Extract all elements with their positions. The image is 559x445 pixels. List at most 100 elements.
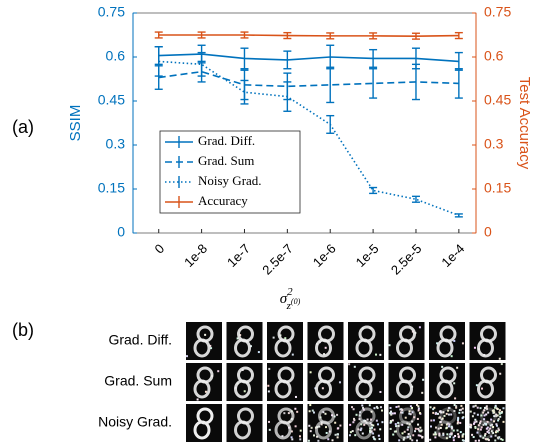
noise bbox=[412, 434, 414, 436]
noise bbox=[458, 435, 460, 437]
noise bbox=[205, 391, 207, 393]
noise bbox=[269, 429, 271, 431]
noise bbox=[448, 414, 450, 416]
noise bbox=[417, 428, 419, 430]
noise bbox=[451, 355, 453, 357]
noise bbox=[405, 417, 407, 419]
noise bbox=[300, 430, 302, 432]
noise bbox=[398, 405, 400, 407]
noise bbox=[325, 347, 327, 349]
noise bbox=[378, 435, 380, 437]
series-line bbox=[159, 35, 459, 36]
noise bbox=[474, 419, 476, 421]
noise bbox=[430, 425, 432, 427]
noise bbox=[299, 435, 301, 437]
noise bbox=[500, 438, 502, 440]
noise bbox=[430, 406, 432, 408]
noise bbox=[437, 413, 439, 415]
noise bbox=[354, 434, 356, 436]
noise bbox=[354, 366, 356, 368]
x-tick-label: 0 bbox=[152, 241, 168, 257]
noise bbox=[353, 418, 355, 420]
noise bbox=[435, 413, 437, 415]
noise bbox=[417, 418, 419, 420]
y2-tick-label: 0.3 bbox=[484, 136, 504, 152]
noise bbox=[402, 432, 404, 434]
noise bbox=[415, 428, 417, 430]
noise bbox=[501, 412, 503, 414]
noise bbox=[390, 428, 392, 430]
noise bbox=[407, 429, 409, 431]
row-label: Grad. Diff. bbox=[108, 332, 172, 348]
noise bbox=[373, 407, 375, 409]
noise bbox=[462, 436, 464, 438]
noise bbox=[325, 426, 327, 428]
noise bbox=[375, 354, 377, 356]
noise bbox=[339, 425, 341, 427]
noise bbox=[462, 439, 464, 441]
noise bbox=[480, 429, 482, 431]
x-label-subsup: (0) bbox=[291, 297, 301, 306]
noise bbox=[394, 412, 396, 414]
noise bbox=[421, 429, 423, 431]
noise bbox=[429, 439, 431, 441]
noise bbox=[458, 412, 460, 414]
noise bbox=[454, 435, 456, 437]
noise bbox=[390, 407, 392, 409]
noise bbox=[360, 428, 362, 430]
noise bbox=[361, 404, 363, 406]
noise bbox=[442, 434, 444, 436]
noise bbox=[407, 426, 409, 428]
noise bbox=[422, 379, 424, 381]
noise bbox=[470, 424, 472, 426]
noise bbox=[337, 433, 339, 435]
error-bar bbox=[369, 188, 377, 194]
noise bbox=[457, 422, 459, 424]
noise bbox=[313, 434, 315, 436]
noise bbox=[268, 390, 270, 392]
noise bbox=[417, 424, 419, 426]
noise bbox=[473, 436, 475, 438]
noise bbox=[443, 415, 445, 417]
noise bbox=[317, 440, 319, 442]
noise bbox=[295, 396, 297, 398]
noise bbox=[392, 434, 394, 436]
noise bbox=[268, 368, 270, 370]
y2-tick-label: 0.15 bbox=[484, 180, 511, 196]
noise bbox=[494, 439, 496, 441]
row-label: Noisy Grad. bbox=[98, 414, 172, 430]
noise bbox=[395, 423, 397, 425]
noise bbox=[419, 427, 421, 429]
noise bbox=[399, 408, 401, 410]
noise bbox=[474, 421, 476, 423]
noise bbox=[419, 412, 421, 414]
noise bbox=[499, 358, 501, 360]
noise bbox=[470, 426, 472, 428]
noise bbox=[372, 432, 374, 434]
y-tick-label: 0.15 bbox=[98, 180, 125, 196]
noise bbox=[462, 342, 464, 344]
noise bbox=[457, 429, 459, 431]
noise bbox=[495, 405, 497, 407]
legend-label: Noisy Grad. bbox=[198, 173, 262, 188]
noise bbox=[501, 363, 503, 365]
noise bbox=[499, 416, 501, 418]
noise bbox=[453, 439, 455, 441]
noise bbox=[353, 408, 355, 410]
noise bbox=[475, 427, 477, 429]
noise bbox=[499, 373, 501, 375]
noise bbox=[471, 434, 473, 436]
noise bbox=[332, 439, 334, 441]
y2-tick-label: 0.6 bbox=[484, 48, 504, 64]
noise bbox=[460, 405, 462, 407]
x-tick-label: 2.5e-5 bbox=[388, 241, 425, 278]
noise bbox=[364, 399, 366, 401]
noise bbox=[322, 387, 324, 389]
noise bbox=[488, 432, 490, 434]
noise bbox=[376, 420, 378, 422]
noise bbox=[480, 407, 482, 409]
noise bbox=[483, 414, 485, 416]
noise bbox=[487, 427, 489, 429]
noise bbox=[478, 440, 480, 442]
noise bbox=[381, 410, 383, 412]
